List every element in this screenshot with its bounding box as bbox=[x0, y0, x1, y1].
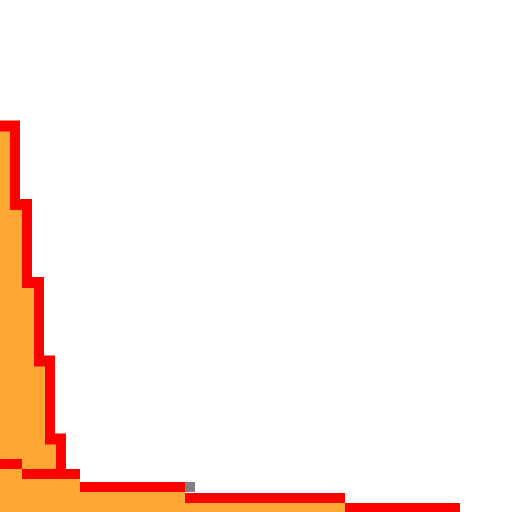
area-step-s2 bbox=[0, 468, 22, 512]
curve-step-s2 bbox=[185, 493, 345, 503]
area-step-s1 bbox=[0, 130, 10, 512]
area-step-s1 bbox=[34, 365, 45, 512]
area-step-s2 bbox=[22, 478, 80, 512]
curve-step-s2 bbox=[22, 469, 80, 479]
curve-riser-s1 bbox=[34, 277, 44, 366]
curve-step-s1 bbox=[34, 355, 45, 367]
area-step-s2 bbox=[80, 491, 185, 512]
curve-step-s1 bbox=[0, 120, 10, 132]
curve-step-s2 bbox=[80, 482, 185, 492]
area-step-s1 bbox=[22, 287, 34, 512]
curve-step-s1 bbox=[10, 198, 22, 210]
curve-riser-s1 bbox=[56, 433, 66, 488]
curve-step-s1 bbox=[22, 277, 34, 289]
curve-riser-s1 bbox=[22, 198, 32, 288]
curve-riser-s1 bbox=[45, 355, 55, 444]
curve-step-s1 bbox=[45, 433, 56, 445]
curve-riser-s1 bbox=[10, 120, 20, 209]
curve-step-s2 bbox=[0, 459, 22, 469]
curve-step-s2 bbox=[345, 503, 460, 512]
data-point-marker bbox=[185, 482, 195, 492]
area-step-s2 bbox=[185, 502, 345, 512]
area-step-s1 bbox=[10, 208, 22, 512]
